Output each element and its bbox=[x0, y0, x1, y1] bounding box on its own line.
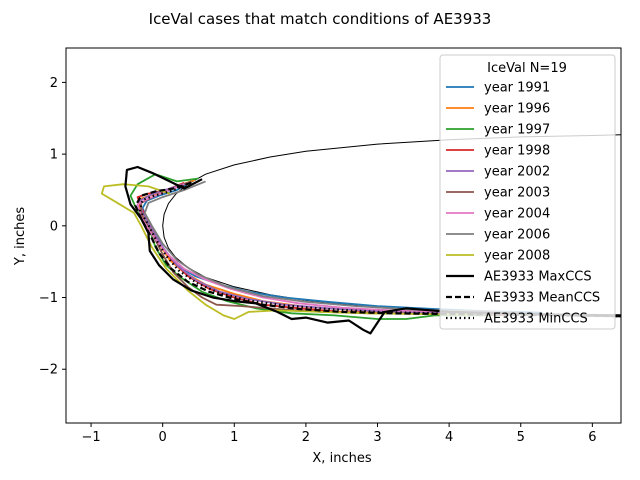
legend-label-3: year 1998 bbox=[484, 144, 550, 159]
y-tick-label: −1 bbox=[39, 291, 58, 306]
x-tick-label: −1 bbox=[81, 430, 100, 445]
legend-label-4: year 2002 bbox=[484, 165, 550, 180]
x-tick-label: 2 bbox=[302, 430, 310, 445]
x-axis-label: X, inches bbox=[312, 451, 371, 466]
plot-frame bbox=[65, 47, 622, 424]
y-axis-label: Y, inches bbox=[13, 207, 28, 266]
legend-label-8: year 2008 bbox=[484, 249, 550, 264]
series-line-4 bbox=[138, 181, 493, 315]
legend-label-1: year 1996 bbox=[484, 102, 550, 117]
legend-label-9: AE3933 MaxCCS bbox=[484, 270, 592, 285]
legend-box bbox=[439, 54, 616, 330]
legend-label-10: AE3933 MeanCCS bbox=[484, 291, 600, 306]
series-line-8 bbox=[100, 183, 471, 320]
x-tick-label: 4 bbox=[445, 430, 453, 445]
y-tick-label: 0 bbox=[50, 219, 58, 234]
y-tick-label: 2 bbox=[50, 76, 58, 91]
legend-title: IceVal N=19 bbox=[487, 61, 567, 76]
legend-label-11: AE3933 MinCCS bbox=[484, 312, 588, 327]
legend-label-6: year 2004 bbox=[484, 207, 550, 222]
legend-label-2: year 1997 bbox=[484, 123, 550, 138]
series-line-11 bbox=[138, 185, 607, 317]
x-tick-label: 6 bbox=[588, 430, 596, 445]
y-tick-label: 1 bbox=[50, 148, 58, 163]
x-tick-label: 3 bbox=[373, 430, 381, 445]
chart-title: IceVal cases that match conditions of AE… bbox=[149, 10, 492, 28]
legend-label-0: year 1991 bbox=[484, 81, 550, 96]
series-line-9 bbox=[124, 165, 621, 335]
legend-label-7: year 2006 bbox=[484, 228, 550, 243]
legend: IceVal N=19 year 1991 year 1996 year 1997 ye… bbox=[439, 54, 616, 330]
plot-lines bbox=[100, 134, 621, 335]
series-line-7 bbox=[143, 180, 521, 314]
axis-ticks: −1 0 1 2 3 4 5 6 −2 −1 0 1 2 bbox=[39, 76, 597, 445]
x-tick-label: 5 bbox=[517, 430, 525, 445]
legend-label-5: year 2003 bbox=[484, 186, 550, 201]
x-tick-label: 0 bbox=[159, 430, 167, 445]
y-tick-label: −2 bbox=[39, 363, 58, 378]
x-tick-label: 1 bbox=[230, 430, 238, 445]
